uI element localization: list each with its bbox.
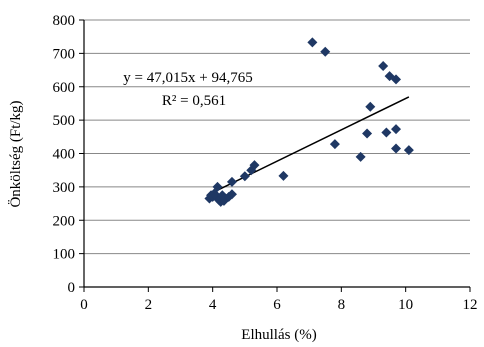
- x-tick-label: 8: [338, 297, 346, 313]
- data-point: [307, 37, 318, 48]
- data-point: [391, 143, 402, 154]
- data-point: [249, 160, 260, 171]
- x-tick-label: 2: [145, 297, 153, 313]
- data-point: [365, 101, 376, 112]
- x-tick-label: 12: [463, 297, 478, 313]
- r-squared-label: R² = 0,561: [162, 93, 226, 109]
- x-tick-label: 4: [209, 297, 217, 313]
- data-point: [239, 171, 250, 182]
- trendline-equation: y = 47,015x + 94,765: [123, 70, 252, 86]
- y-axis-title: Önköltség (Ft/kg): [7, 100, 24, 207]
- data-point: [391, 124, 402, 135]
- y-tick-label: 700: [53, 46, 76, 62]
- y-tick-label: 0: [68, 280, 76, 296]
- data-point: [320, 46, 331, 57]
- data-point: [381, 127, 392, 138]
- axes: [79, 19, 471, 292]
- x-tick-label: 0: [80, 297, 88, 313]
- x-tick-label: 10: [398, 297, 413, 313]
- y-tick-label: 200: [53, 213, 76, 229]
- x-tick-label: 6: [273, 297, 281, 313]
- x-axis-title: Elhullás (%): [241, 327, 316, 343]
- y-tick-label: 600: [53, 80, 76, 96]
- data-point: [278, 170, 289, 181]
- data-points: [204, 37, 414, 207]
- data-point: [355, 151, 366, 162]
- data-point: [329, 139, 340, 150]
- tick-labels: 0 100 200 300 400 500 600 700 800 0 2 4 6 8 10 12: [53, 13, 478, 313]
- y-tick-label: 800: [53, 13, 76, 29]
- y-tick-label: 100: [53, 247, 76, 263]
- data-point: [226, 176, 237, 187]
- gridlines: [84, 19, 470, 255]
- data-point: [403, 145, 414, 156]
- y-tick-label: 400: [53, 147, 76, 163]
- data-point: [226, 189, 237, 200]
- data-point: [212, 181, 223, 192]
- y-tick-label: 300: [53, 180, 76, 196]
- y-tick-label: 500: [53, 113, 76, 129]
- data-point: [362, 128, 373, 139]
- data-point: [391, 74, 402, 85]
- data-point: [378, 61, 389, 72]
